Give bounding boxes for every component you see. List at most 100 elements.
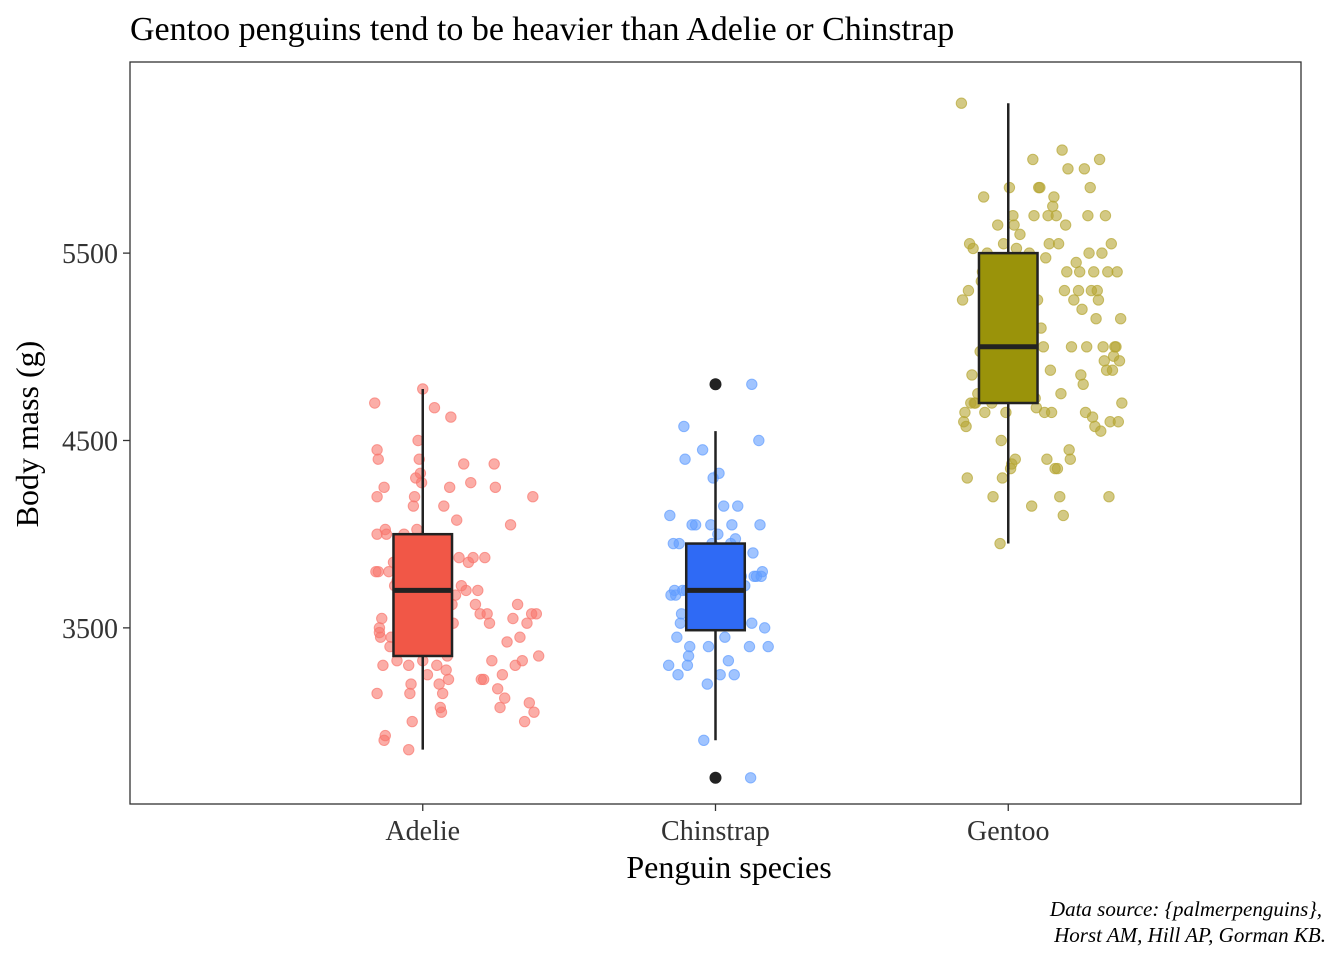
- data-point-adelie: [371, 444, 383, 456]
- data-point-chinstrap: [717, 500, 730, 512]
- data-point-adelie: [372, 453, 384, 465]
- data-point-gentoo: [1083, 247, 1095, 259]
- data-point-gentoo: [1061, 266, 1073, 278]
- data-point-adelie: [496, 669, 509, 681]
- data-point-adelie: [371, 687, 383, 700]
- data-point-gentoo: [1113, 355, 1126, 367]
- data-point-gentoo: [1063, 444, 1075, 456]
- data-point-chinstrap: [753, 434, 765, 447]
- y-tick-label: 3500: [62, 614, 118, 645]
- axes: 3500 4500 5500 Adelie Chinstrap Gentoo: [62, 239, 1049, 847]
- data-point-gentoo: [1111, 266, 1123, 278]
- data-point-adelie: [407, 500, 420, 512]
- data-point-adelie: [402, 659, 415, 672]
- y-axis-title: Body mass (g): [9, 341, 45, 528]
- outlier-chinstrap: [709, 378, 722, 391]
- data-point-adelie: [507, 612, 519, 625]
- data-point-adelie: [373, 626, 386, 639]
- data-point-gentoo: [1112, 416, 1125, 428]
- data-point-gentoo: [1058, 284, 1071, 297]
- data-point-gentoo: [1027, 153, 1039, 166]
- data-point-gentoo: [1078, 163, 1091, 175]
- data-point-adelie: [483, 617, 496, 629]
- data-point-gentoo: [1073, 266, 1086, 278]
- data-point-chinstrap: [673, 537, 685, 550]
- outlier-chinstrap: [709, 771, 722, 784]
- data-point-gentoo: [977, 191, 990, 203]
- data-point-adelie: [514, 631, 526, 643]
- data-point-gentoo: [1095, 425, 1107, 437]
- data-point-adelie: [371, 491, 383, 503]
- data-point-gentoo: [1070, 256, 1082, 269]
- data-point-adelie: [414, 467, 427, 479]
- data-point-adelie: [481, 608, 493, 620]
- data-point-gentoo: [1081, 341, 1093, 353]
- data-point-gentoo: [1102, 266, 1114, 278]
- data-point-gentoo: [1088, 266, 1100, 278]
- data-point-gentoo: [1051, 462, 1064, 475]
- data-point-gentoo: [1009, 453, 1021, 465]
- data-point-gentoo: [1076, 303, 1088, 316]
- data-point-gentoo: [1056, 144, 1068, 156]
- data-point-gentoo: [992, 219, 1004, 231]
- data-point-gentoo: [967, 242, 979, 255]
- data-point-adelie: [443, 481, 456, 494]
- data-point-chinstrap: [674, 617, 687, 629]
- data-point-adelie: [472, 584, 484, 597]
- boxplots: [392, 103, 1039, 784]
- data-point-chinstrap: [746, 378, 758, 390]
- data-point-adelie: [406, 715, 418, 728]
- data-point-gentoo: [995, 434, 1007, 447]
- data-point-chinstrap: [754, 519, 766, 531]
- data-point-gentoo: [1090, 313, 1102, 325]
- data-point-adelie: [440, 664, 452, 676]
- data-point-adelie: [469, 598, 482, 611]
- data-point-adelie: [467, 551, 479, 564]
- caption-line-2: Horst AM, Hill AP, Gorman KB.: [1053, 923, 1326, 947]
- data-point-adelie: [402, 743, 415, 756]
- data-point-adelie: [516, 654, 528, 667]
- data-point-gentoo: [1028, 209, 1040, 222]
- data-point-gentoo: [1086, 411, 1099, 423]
- caption-line-1: Data source: {palmerpenguins},: [1049, 897, 1322, 921]
- box-chinstrap: [684, 542, 747, 632]
- data-point-gentoo: [1044, 364, 1057, 376]
- data-point-adelie: [445, 411, 457, 423]
- data-point-adelie: [532, 650, 545, 662]
- data-point-adelie: [458, 458, 470, 470]
- x-tick-label: Chinstrap: [661, 816, 770, 847]
- data-point-gentoo: [1041, 453, 1053, 465]
- data-point-gentoo: [1110, 341, 1122, 353]
- data-point-chinstrap: [664, 509, 676, 522]
- data-point-gentoo: [1075, 369, 1087, 381]
- x-tick-label: Adelie: [385, 816, 460, 847]
- data-point-adelie: [494, 701, 506, 714]
- data-point-chinstrap: [701, 678, 714, 690]
- data-point-adelie: [379, 729, 391, 742]
- data-point-gentoo: [1008, 219, 1020, 231]
- data-point-adelie: [523, 697, 536, 709]
- data-point-gentoo: [1025, 500, 1038, 512]
- data-point-gentoo: [955, 97, 968, 109]
- data-point-chinstrap: [722, 654, 735, 667]
- data-point-chinstrap: [698, 734, 710, 746]
- box-gentoo: [977, 251, 1039, 405]
- data-point-chinstrap: [728, 669, 740, 681]
- data-point-gentoo: [1116, 397, 1128, 409]
- x-tick-label: Gentoo: [967, 816, 1049, 847]
- data-point-chinstrap: [702, 640, 715, 653]
- data-point-gentoo: [1043, 238, 1055, 250]
- data-point-adelie: [436, 687, 449, 700]
- data-point-chinstrap: [678, 420, 690, 433]
- data-point-gentoo: [1097, 341, 1109, 353]
- data-point-chinstrap: [662, 659, 675, 672]
- data-point-gentoo: [959, 406, 971, 419]
- data-point-gentoo: [996, 472, 1009, 484]
- data-point-adelie: [501, 636, 513, 648]
- data-point-chinstrap: [732, 500, 744, 512]
- data-point-adelie: [477, 673, 490, 686]
- data-point-adelie: [521, 617, 533, 629]
- data-point-chinstrap: [758, 622, 771, 634]
- data-point-gentoo: [1040, 252, 1052, 264]
- data-point-chinstrap: [747, 547, 759, 559]
